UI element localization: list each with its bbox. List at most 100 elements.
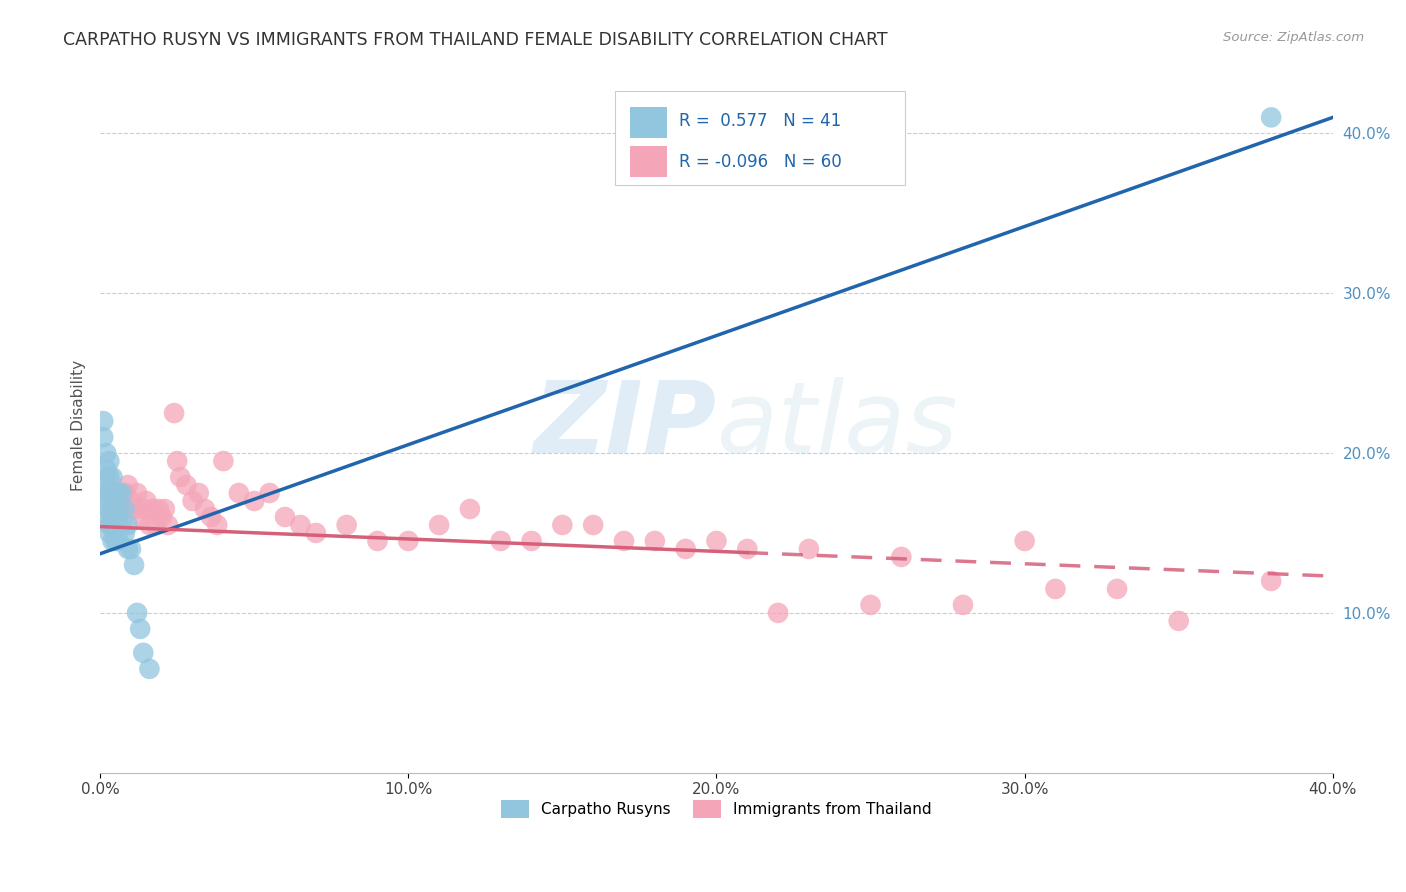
- Point: [96, 446, 118, 460]
- Point: [101, 470, 124, 484]
- Legend: Carpatho Rusyns, Immigrants from Thailand: Carpatho Rusyns, Immigrants from Thailan…: [495, 795, 938, 824]
- Text: R =  0.577   N = 41: R = 0.577 N = 41: [679, 112, 842, 130]
- Point: [1014, 533, 1036, 548]
- Point: [148, 502, 170, 516]
- Point: [797, 541, 820, 556]
- Point: [98, 486, 121, 500]
- Point: [98, 518, 121, 533]
- Point: [101, 502, 124, 516]
- Point: [305, 526, 328, 541]
- Point: [1260, 111, 1282, 125]
- Point: [132, 646, 155, 660]
- Point: [396, 533, 419, 548]
- Point: [114, 502, 136, 516]
- Point: [766, 606, 789, 620]
- Point: [114, 486, 136, 500]
- FancyBboxPatch shape: [630, 107, 668, 138]
- Point: [135, 494, 157, 508]
- Point: [1045, 582, 1067, 596]
- Point: [156, 518, 179, 533]
- Point: [138, 662, 160, 676]
- Point: [111, 502, 134, 516]
- Point: [91, 486, 114, 500]
- Point: [107, 502, 129, 516]
- Point: [117, 478, 139, 492]
- Point: [138, 518, 160, 533]
- Point: [111, 518, 134, 533]
- Point: [111, 486, 134, 500]
- Text: Source: ZipAtlas.com: Source: ZipAtlas.com: [1223, 31, 1364, 45]
- Text: ZIP: ZIP: [533, 376, 717, 474]
- Point: [259, 486, 281, 500]
- Point: [176, 478, 198, 492]
- Text: atlas: atlas: [717, 376, 957, 474]
- Point: [1167, 614, 1189, 628]
- Point: [91, 430, 114, 444]
- Point: [489, 533, 512, 548]
- Point: [890, 549, 912, 564]
- Point: [290, 518, 312, 533]
- Point: [98, 510, 121, 524]
- Point: [141, 502, 163, 516]
- Point: [1105, 582, 1128, 596]
- Point: [859, 598, 882, 612]
- Point: [181, 494, 204, 508]
- Y-axis label: Female Disability: Female Disability: [72, 359, 86, 491]
- Point: [117, 541, 139, 556]
- Point: [122, 558, 145, 572]
- Text: R = -0.096   N = 60: R = -0.096 N = 60: [679, 153, 842, 170]
- Point: [166, 454, 188, 468]
- Point: [243, 494, 266, 508]
- Point: [104, 486, 127, 500]
- Point: [104, 518, 127, 533]
- Point: [145, 518, 167, 533]
- Point: [675, 541, 697, 556]
- Point: [194, 502, 217, 516]
- Point: [98, 502, 121, 516]
- Point: [644, 533, 666, 548]
- Point: [129, 510, 152, 524]
- Point: [96, 470, 118, 484]
- Point: [207, 518, 229, 533]
- Text: CARPATHO RUSYN VS IMMIGRANTS FROM THAILAND FEMALE DISABILITY CORRELATION CHART: CARPATHO RUSYN VS IMMIGRANTS FROM THAILA…: [63, 31, 889, 49]
- Point: [107, 533, 129, 548]
- Point: [150, 510, 173, 524]
- Point: [366, 533, 388, 548]
- Point: [101, 486, 124, 500]
- Point: [520, 533, 543, 548]
- Point: [163, 406, 186, 420]
- Point: [129, 622, 152, 636]
- Point: [551, 518, 574, 533]
- Point: [98, 518, 121, 533]
- Point: [122, 502, 145, 516]
- Point: [274, 510, 297, 524]
- Point: [104, 486, 127, 500]
- Point: [582, 518, 605, 533]
- Point: [706, 533, 728, 548]
- Point: [132, 502, 155, 516]
- Point: [91, 414, 114, 428]
- Point: [101, 502, 124, 516]
- Point: [127, 486, 149, 500]
- Point: [735, 541, 758, 556]
- Point: [101, 518, 124, 533]
- Point: [96, 502, 118, 516]
- Point: [107, 486, 129, 500]
- Point: [228, 486, 250, 500]
- Point: [98, 470, 121, 484]
- Point: [114, 526, 136, 541]
- Point: [127, 606, 149, 620]
- Point: [200, 510, 222, 524]
- Point: [613, 533, 636, 548]
- Point: [120, 494, 142, 508]
- Point: [104, 533, 127, 548]
- FancyBboxPatch shape: [616, 91, 905, 186]
- Point: [98, 454, 121, 468]
- Point: [952, 598, 974, 612]
- Point: [117, 518, 139, 533]
- Point: [120, 541, 142, 556]
- Point: [96, 486, 118, 500]
- Point: [458, 502, 481, 516]
- Point: [96, 462, 118, 476]
- Point: [104, 502, 127, 516]
